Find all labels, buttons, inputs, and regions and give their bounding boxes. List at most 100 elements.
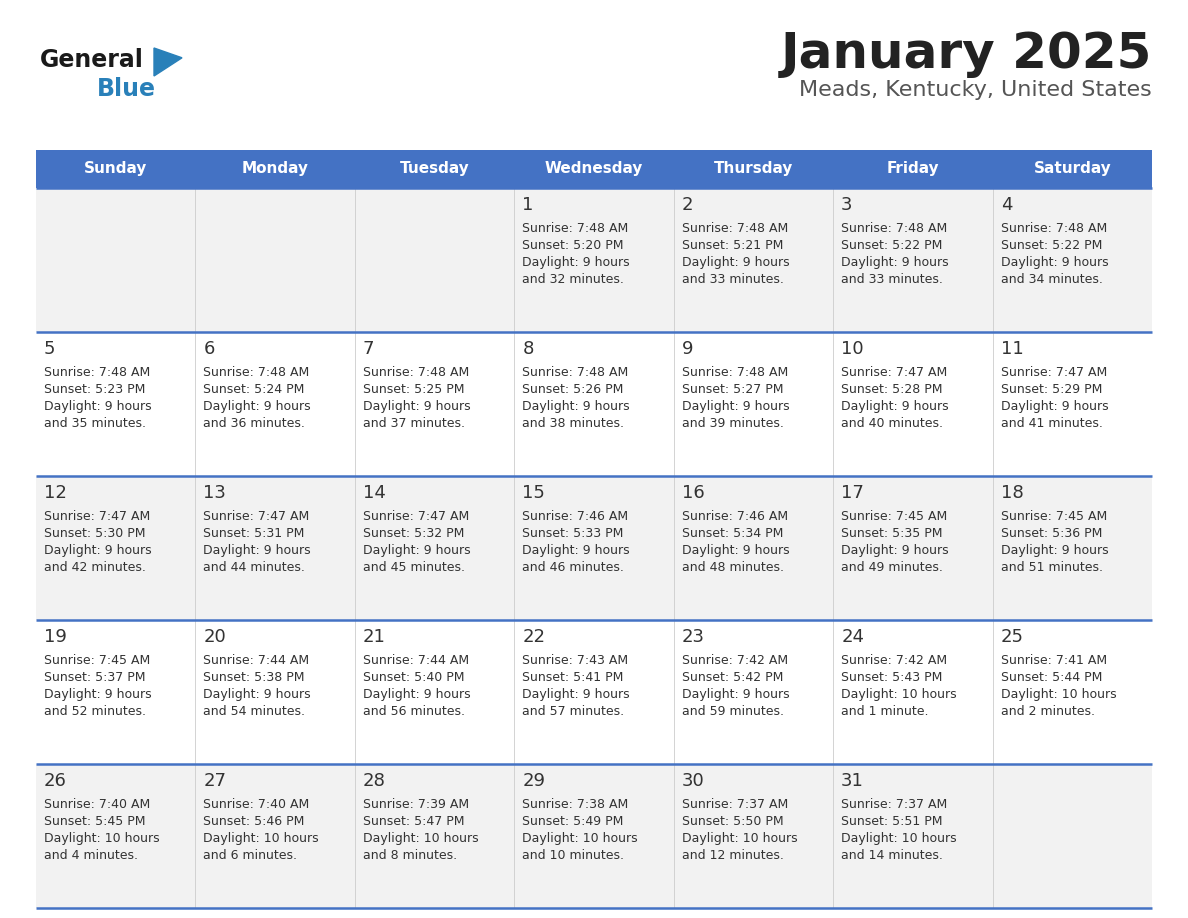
Text: Sunrise: 7:48 AM: Sunrise: 7:48 AM bbox=[362, 366, 469, 379]
Text: Daylight: 9 hours: Daylight: 9 hours bbox=[523, 256, 630, 269]
Text: Sunset: 5:40 PM: Sunset: 5:40 PM bbox=[362, 671, 465, 684]
Text: General: General bbox=[40, 48, 144, 72]
Text: Sunset: 5:47 PM: Sunset: 5:47 PM bbox=[362, 815, 465, 828]
Text: Sunrise: 7:40 AM: Sunrise: 7:40 AM bbox=[44, 798, 150, 811]
Text: Daylight: 9 hours: Daylight: 9 hours bbox=[362, 400, 470, 413]
Text: Daylight: 9 hours: Daylight: 9 hours bbox=[523, 544, 630, 557]
Text: 29: 29 bbox=[523, 772, 545, 790]
Text: Sunrise: 7:42 AM: Sunrise: 7:42 AM bbox=[682, 654, 788, 667]
Text: and 2 minutes.: and 2 minutes. bbox=[1000, 705, 1094, 718]
Text: 24: 24 bbox=[841, 628, 864, 646]
Text: Sunset: 5:31 PM: Sunset: 5:31 PM bbox=[203, 527, 305, 540]
Text: Daylight: 9 hours: Daylight: 9 hours bbox=[1000, 544, 1108, 557]
Text: Daylight: 9 hours: Daylight: 9 hours bbox=[841, 544, 949, 557]
Text: Sunrise: 7:48 AM: Sunrise: 7:48 AM bbox=[523, 222, 628, 235]
Text: Sunset: 5:27 PM: Sunset: 5:27 PM bbox=[682, 383, 783, 396]
Bar bbox=[36, 764, 1152, 908]
Text: 2: 2 bbox=[682, 196, 694, 214]
Text: 31: 31 bbox=[841, 772, 864, 790]
Text: Sunset: 5:22 PM: Sunset: 5:22 PM bbox=[1000, 239, 1102, 252]
Polygon shape bbox=[154, 48, 182, 76]
Text: Daylight: 9 hours: Daylight: 9 hours bbox=[1000, 256, 1108, 269]
Text: Sunset: 5:36 PM: Sunset: 5:36 PM bbox=[1000, 527, 1102, 540]
Text: Sunrise: 7:45 AM: Sunrise: 7:45 AM bbox=[841, 510, 947, 523]
Text: and 12 minutes.: and 12 minutes. bbox=[682, 849, 784, 862]
Text: and 36 minutes.: and 36 minutes. bbox=[203, 417, 305, 430]
Text: and 54 minutes.: and 54 minutes. bbox=[203, 705, 305, 718]
Text: 18: 18 bbox=[1000, 484, 1023, 502]
Text: Sunset: 5:41 PM: Sunset: 5:41 PM bbox=[523, 671, 624, 684]
Text: Sunrise: 7:46 AM: Sunrise: 7:46 AM bbox=[682, 510, 788, 523]
Text: Sunrise: 7:37 AM: Sunrise: 7:37 AM bbox=[682, 798, 788, 811]
Text: and 14 minutes.: and 14 minutes. bbox=[841, 849, 943, 862]
Text: Daylight: 9 hours: Daylight: 9 hours bbox=[841, 400, 949, 413]
Text: Sunset: 5:26 PM: Sunset: 5:26 PM bbox=[523, 383, 624, 396]
Text: and 33 minutes.: and 33 minutes. bbox=[841, 273, 943, 286]
Text: Sunset: 5:42 PM: Sunset: 5:42 PM bbox=[682, 671, 783, 684]
Text: Sunset: 5:23 PM: Sunset: 5:23 PM bbox=[44, 383, 145, 396]
Text: and 44 minutes.: and 44 minutes. bbox=[203, 561, 305, 574]
Text: Sunset: 5:25 PM: Sunset: 5:25 PM bbox=[362, 383, 465, 396]
Text: and 49 minutes.: and 49 minutes. bbox=[841, 561, 943, 574]
Text: Daylight: 9 hours: Daylight: 9 hours bbox=[203, 688, 311, 701]
Text: Tuesday: Tuesday bbox=[399, 162, 469, 176]
Text: Sunset: 5:32 PM: Sunset: 5:32 PM bbox=[362, 527, 465, 540]
Text: 30: 30 bbox=[682, 772, 704, 790]
Text: Sunrise: 7:48 AM: Sunrise: 7:48 AM bbox=[682, 222, 788, 235]
Text: Sunrise: 7:41 AM: Sunrise: 7:41 AM bbox=[1000, 654, 1107, 667]
Text: 5: 5 bbox=[44, 340, 56, 358]
Text: 13: 13 bbox=[203, 484, 226, 502]
Text: Daylight: 9 hours: Daylight: 9 hours bbox=[682, 256, 789, 269]
Text: Sunrise: 7:42 AM: Sunrise: 7:42 AM bbox=[841, 654, 947, 667]
Text: and 32 minutes.: and 32 minutes. bbox=[523, 273, 624, 286]
Text: 11: 11 bbox=[1000, 340, 1023, 358]
Bar bbox=[36, 476, 1152, 620]
Text: Sunset: 5:21 PM: Sunset: 5:21 PM bbox=[682, 239, 783, 252]
Bar bbox=[992, 150, 1152, 188]
Text: Sunrise: 7:47 AM: Sunrise: 7:47 AM bbox=[44, 510, 150, 523]
Bar bbox=[355, 150, 514, 188]
Text: Daylight: 10 hours: Daylight: 10 hours bbox=[682, 832, 797, 845]
Text: and 6 minutes.: and 6 minutes. bbox=[203, 849, 297, 862]
Text: 14: 14 bbox=[362, 484, 386, 502]
Text: and 41 minutes.: and 41 minutes. bbox=[1000, 417, 1102, 430]
Text: Wednesday: Wednesday bbox=[545, 162, 643, 176]
Text: and 45 minutes.: and 45 minutes. bbox=[362, 561, 465, 574]
Text: Sunrise: 7:48 AM: Sunrise: 7:48 AM bbox=[682, 366, 788, 379]
Text: and 40 minutes.: and 40 minutes. bbox=[841, 417, 943, 430]
Text: Friday: Friday bbox=[886, 162, 940, 176]
Text: Daylight: 9 hours: Daylight: 9 hours bbox=[682, 688, 789, 701]
Text: Daylight: 9 hours: Daylight: 9 hours bbox=[44, 688, 152, 701]
Text: 22: 22 bbox=[523, 628, 545, 646]
Bar bbox=[514, 150, 674, 188]
Text: 12: 12 bbox=[44, 484, 67, 502]
Text: Sunset: 5:33 PM: Sunset: 5:33 PM bbox=[523, 527, 624, 540]
Text: Daylight: 9 hours: Daylight: 9 hours bbox=[523, 688, 630, 701]
Bar bbox=[36, 332, 1152, 476]
Text: Sunset: 5:38 PM: Sunset: 5:38 PM bbox=[203, 671, 305, 684]
Text: 8: 8 bbox=[523, 340, 533, 358]
Text: Sunset: 5:20 PM: Sunset: 5:20 PM bbox=[523, 239, 624, 252]
Text: Daylight: 9 hours: Daylight: 9 hours bbox=[203, 400, 311, 413]
Text: 6: 6 bbox=[203, 340, 215, 358]
Text: and 35 minutes.: and 35 minutes. bbox=[44, 417, 146, 430]
Text: Daylight: 9 hours: Daylight: 9 hours bbox=[841, 256, 949, 269]
Bar bbox=[833, 150, 992, 188]
Text: Sunday: Sunday bbox=[84, 162, 147, 176]
Bar bbox=[196, 150, 355, 188]
Text: and 52 minutes.: and 52 minutes. bbox=[44, 705, 146, 718]
Text: Sunset: 5:28 PM: Sunset: 5:28 PM bbox=[841, 383, 942, 396]
Text: Sunrise: 7:48 AM: Sunrise: 7:48 AM bbox=[841, 222, 947, 235]
Text: Daylight: 9 hours: Daylight: 9 hours bbox=[44, 544, 152, 557]
Text: 25: 25 bbox=[1000, 628, 1024, 646]
Text: Daylight: 9 hours: Daylight: 9 hours bbox=[362, 688, 470, 701]
Text: Daylight: 10 hours: Daylight: 10 hours bbox=[44, 832, 159, 845]
Text: and 33 minutes.: and 33 minutes. bbox=[682, 273, 784, 286]
Text: Sunset: 5:29 PM: Sunset: 5:29 PM bbox=[1000, 383, 1102, 396]
Text: 1: 1 bbox=[523, 196, 533, 214]
Text: and 46 minutes.: and 46 minutes. bbox=[523, 561, 624, 574]
Text: 3: 3 bbox=[841, 196, 853, 214]
Text: 15: 15 bbox=[523, 484, 545, 502]
Text: Meads, Kentucky, United States: Meads, Kentucky, United States bbox=[800, 80, 1152, 100]
Text: Sunrise: 7:47 AM: Sunrise: 7:47 AM bbox=[841, 366, 947, 379]
